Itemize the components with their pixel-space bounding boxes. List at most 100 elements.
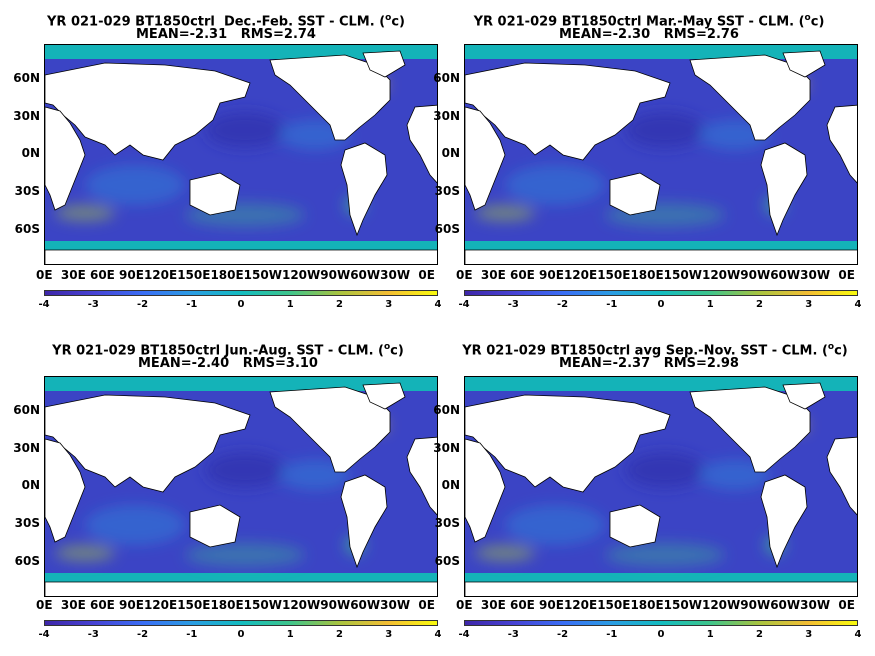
- panel-stats: MEAN=-2.31 RMS=2.74: [136, 27, 316, 42]
- lat-label: 60S: [14, 221, 40, 236]
- colorbar-tick: 3: [805, 299, 813, 310]
- colorbar-tick: -4: [458, 629, 470, 640]
- lat-label: 0N: [21, 478, 40, 493]
- landmass: [406, 436, 437, 516]
- panel-stats: MEAN=-2.30 RMS=2.76: [559, 27, 739, 42]
- panel-title: YR 021-029 BT1850ctrl Jun.-Aug. SST - CL…: [52, 342, 404, 359]
- colorbar-tick: -4: [38, 299, 50, 310]
- colorbar-tick: 3: [385, 629, 393, 640]
- landmass: [45, 581, 437, 596]
- landmass: [45, 438, 86, 543]
- landmass: [189, 172, 241, 216]
- lat-label: 0N: [441, 478, 460, 493]
- map-canvas: [465, 377, 857, 596]
- lat-label: 30S: [14, 515, 40, 530]
- sst-map: [44, 376, 438, 597]
- landmass: [760, 474, 808, 569]
- landmass: [189, 504, 241, 548]
- colorbar-tick: -3: [507, 629, 519, 640]
- landmass: [340, 142, 388, 237]
- colorbar-tick: 3: [385, 299, 393, 310]
- map-canvas: [45, 377, 437, 596]
- landmass: [465, 438, 506, 543]
- lat-label: 30S: [434, 183, 460, 198]
- lon-axis-labels: 0E 30E 60E 90E120E150E180E150W120W90W60W…: [36, 268, 435, 282]
- lon-axis-labels: 0E 30E 60E 90E120E150E180E150W120W90W60W…: [36, 598, 435, 612]
- landmass: [609, 172, 661, 216]
- landmass: [45, 62, 251, 161]
- colorbar: [44, 290, 438, 296]
- colorbar-tick: -2: [556, 299, 569, 310]
- colorbar: [464, 290, 858, 296]
- landmass: [340, 474, 388, 569]
- panel-stats: MEAN=-2.40 RMS=3.10: [138, 356, 318, 371]
- landmass: [826, 104, 857, 184]
- sst-map: [464, 376, 858, 597]
- colorbar-tick: 4: [434, 629, 442, 640]
- sst-map: [464, 44, 858, 265]
- colorbar-tick: -1: [606, 629, 618, 640]
- colorbar-tick: -2: [556, 629, 569, 640]
- sst-map: [44, 44, 438, 265]
- colorbar-tick: -4: [458, 299, 470, 310]
- landmass: [760, 142, 808, 237]
- lat-label: 60S: [434, 553, 460, 568]
- colorbar-tick: -4: [38, 629, 50, 640]
- colorbar: [44, 620, 438, 626]
- colorbar-tick: -1: [186, 629, 198, 640]
- panel-mam: YR 021-029 BT1850ctrl Mar.-May SST - CLM…: [420, 0, 840, 320]
- colorbar-tick: -2: [136, 629, 149, 640]
- lat-label: 0N: [441, 146, 460, 161]
- panel-stats: MEAN=-2.37 RMS=2.98: [559, 356, 739, 371]
- landmass: [465, 62, 671, 161]
- landmass: [45, 106, 86, 211]
- colorbar-tick: -3: [87, 299, 99, 310]
- lat-label: 60N: [433, 71, 460, 86]
- panel-title: YR 021-029 BT1850ctrl Mar.-May SST - CLM…: [473, 13, 825, 30]
- landmass: [465, 249, 857, 264]
- panel-son: YR 021-029 BT1850ctrl avg Sep.-Nov. SST …: [420, 330, 847, 650]
- colorbar-tick: 1: [706, 299, 714, 310]
- colorbar-tick: 4: [854, 299, 862, 310]
- landmass: [465, 581, 857, 596]
- colorbar-tick: 0: [657, 629, 665, 640]
- lat-label: 60S: [434, 221, 460, 236]
- landmass: [45, 249, 437, 264]
- colorbar-tick: 3: [805, 629, 813, 640]
- lat-label: 0N: [21, 146, 40, 161]
- panel-jja: YR 021-029 BT1850ctrl Jun.-Aug. SST - CL…: [0, 330, 420, 650]
- colorbar-tick: -3: [507, 299, 519, 310]
- panel-title: YR 021-029 BT1850ctrl avg Sep.-Nov. SST …: [462, 342, 848, 359]
- landmass: [826, 436, 857, 516]
- landmass: [362, 50, 406, 78]
- landmass: [465, 106, 506, 211]
- lat-label: 30N: [433, 108, 460, 123]
- map-canvas: [465, 45, 857, 264]
- lat-label: 30N: [433, 440, 460, 455]
- colorbar-tick: -3: [87, 629, 99, 640]
- lat-label: 30S: [434, 515, 460, 530]
- colorbar-tick: 2: [336, 629, 343, 640]
- colorbar-tick: 0: [657, 299, 665, 310]
- lat-label: 30N: [13, 108, 40, 123]
- colorbar-tick: 2: [336, 299, 343, 310]
- panel-title: YR 021-029 BT1850ctrl Dec.-Feb. SST - CL…: [47, 13, 405, 30]
- panel-djf: YR 021-029 BT1850ctrl Dec.-Feb. SST - CL…: [0, 0, 420, 320]
- colorbar-tick: 1: [286, 299, 294, 310]
- colorbar-tick: -1: [606, 299, 618, 310]
- lat-label: 60N: [433, 403, 460, 418]
- lat-label: 30N: [13, 440, 40, 455]
- landmass: [362, 382, 406, 410]
- landmass: [406, 104, 437, 184]
- lat-label: 60S: [14, 553, 40, 568]
- colorbar-tick: 2: [756, 299, 763, 310]
- colorbar-tick: 4: [434, 299, 442, 310]
- landmass: [609, 504, 661, 548]
- colorbar: [464, 620, 858, 626]
- colorbar-tick: -1: [186, 299, 198, 310]
- colorbar-tick: 2: [756, 629, 763, 640]
- landmass: [45, 394, 251, 493]
- colorbar-tick: 4: [854, 629, 862, 640]
- lat-label: 60N: [13, 403, 40, 418]
- landmass: [782, 382, 826, 410]
